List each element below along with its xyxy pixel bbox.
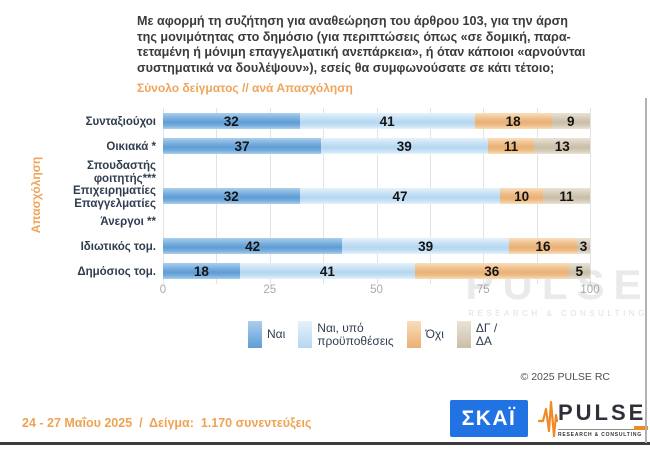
legend-item: Όχι xyxy=(406,321,444,348)
stacked-bar: 42 39 16 3 xyxy=(163,238,590,254)
legend-label: Ναι xyxy=(267,327,286,341)
survey-info: 24 - 27 Μαΐου 2025 / Δείγμα: 1.170 συνεν… xyxy=(22,416,312,430)
bar-value: 18 xyxy=(193,263,209,279)
bar-segment: 32 xyxy=(163,188,300,204)
pulse-waveform-icon xyxy=(538,400,558,438)
bar-value: 39 xyxy=(418,238,434,254)
legend-swatch xyxy=(248,321,262,348)
bar-segment: 16 xyxy=(508,238,578,254)
x-axis: 0 25 50 75 100 xyxy=(159,284,600,298)
bar-segment: 42 xyxy=(163,238,343,254)
legend-item: Ναι xyxy=(248,321,285,348)
bar-segment: 9 xyxy=(551,113,590,129)
pulse-logo-accent xyxy=(634,426,648,430)
bar-value: 5 xyxy=(575,263,584,279)
bar-segment: 5 xyxy=(568,263,590,279)
legend-label: Ναι, υπό προϋποθέσεις xyxy=(317,320,394,348)
x-tick-label: 100 xyxy=(580,284,600,296)
bar-segment: 37 xyxy=(163,138,321,154)
bar-segment: 10 xyxy=(500,188,543,204)
bar-segment: 18 xyxy=(474,113,552,129)
bar-row: Άνεργοι ** xyxy=(100,210,590,235)
bar-value: 32 xyxy=(223,113,239,129)
legend-swatch xyxy=(298,321,313,348)
chart-area: PULSE RESEARCH & CONSULTING Συνταξιούχοι… xyxy=(73,108,644,318)
bar-value: 11 xyxy=(559,188,574,204)
pulse-logo-rule xyxy=(558,426,648,430)
stacked-bar: 32 47 10 11 xyxy=(163,188,590,204)
stacked-bar: 32 41 18 9 xyxy=(163,113,590,129)
bar-row: Σπουδαστής φοιτητής*** xyxy=(87,160,590,185)
stacked-bar: 18 41 36 5 xyxy=(163,263,590,279)
bar-value: 47 xyxy=(392,188,408,204)
category-label: Οικιακά * xyxy=(106,141,156,154)
legend-swatch xyxy=(456,321,471,348)
bar-value: 41 xyxy=(379,113,395,129)
bar-segment: 32 xyxy=(163,113,300,129)
bar-value: 13 xyxy=(554,138,570,154)
bar-segment: 39 xyxy=(342,238,509,254)
bar-row: Οικιακά * 37 39 11 13 xyxy=(106,135,590,160)
legend-item: Ναι, υπό προϋποθέσεις xyxy=(298,320,394,348)
legend-swatch xyxy=(406,321,421,348)
stacked-bar xyxy=(163,163,590,179)
category-label: Δημόσιος τομ. xyxy=(77,266,156,279)
x-tick-label: 50 xyxy=(370,284,383,296)
watermark-sub-text: RESEARCH & CONSULTING xyxy=(468,309,648,318)
bar-segment: 13 xyxy=(534,138,590,154)
bar-segment: 41 xyxy=(299,113,475,129)
chart-subtitle: Σύνολο δείγματος // ανά Απασχόληση xyxy=(137,81,353,95)
bar-segment: 3 xyxy=(577,238,590,254)
bar-row: Συνταξιούχοι 32 41 18 9 xyxy=(86,110,590,135)
legend: Ναι Ναι, υπό προϋποθέσεις Όχι ΔΓ / ΔΑ xyxy=(248,321,497,348)
bottom-divider xyxy=(0,442,650,445)
skai-logo-text: ΣΚΑΪ xyxy=(461,406,517,430)
bar-value: 37 xyxy=(234,138,250,154)
bar-value: 11 xyxy=(503,138,519,154)
gridline xyxy=(590,108,591,284)
bar-value: 42 xyxy=(245,238,261,254)
x-tick-label: 75 xyxy=(476,284,490,296)
bar-segment: 36 xyxy=(414,263,569,279)
bar-row: Επιχειρηματίες Επαγγελματίες 32 47 10 11 xyxy=(73,185,590,210)
bar-segment: 47 xyxy=(299,188,501,204)
stacked-bar xyxy=(163,213,590,229)
legend-label: Όχι xyxy=(425,327,444,341)
stacked-bar: 37 39 11 13 xyxy=(163,138,590,154)
pulse-logo-text: PULSE xyxy=(558,400,647,425)
right-border xyxy=(645,98,647,443)
legend-item: ΔΓ / ΔΑ xyxy=(456,320,498,348)
pulse-logo: PULSE RESEARCH & CONSULTING xyxy=(538,399,648,440)
legend-label: ΔΓ / ΔΑ xyxy=(475,320,498,348)
category-label: Συνταξιούχοι xyxy=(85,116,156,129)
bar-value: 9 xyxy=(567,113,575,129)
x-tick-label: 25 xyxy=(263,284,277,296)
category-label: Ιδιωτικός τομ. xyxy=(80,241,156,254)
bar-value: 32 xyxy=(223,188,239,204)
copyright: © 2025 PULSE RC xyxy=(520,371,610,383)
bar-row: Ιδιωτικός τομ. 42 39 16 3 xyxy=(81,235,590,260)
bar-value: 3 xyxy=(579,238,588,254)
bar-row: Δημόσιος τομ. 18 41 36 5 xyxy=(77,260,590,285)
bar-value: 16 xyxy=(535,238,551,254)
x-tick-label: 0 xyxy=(159,284,167,296)
chart-title: Με αφορμή τη συζήτηση για αναθεώρηση του… xyxy=(137,14,586,75)
bar-segment: 11 xyxy=(487,138,535,154)
bar-segment: 18 xyxy=(163,263,240,279)
bar-segment: 39 xyxy=(320,138,488,154)
category-label: Άνεργοι ** xyxy=(100,216,156,229)
bar-value: 39 xyxy=(396,138,412,154)
bar-value: 41 xyxy=(319,263,335,279)
bar-value: 10 xyxy=(514,188,530,204)
category-label: Επιχειρηματίες Επαγγελματίες xyxy=(73,185,156,210)
bar-value: 36 xyxy=(484,263,500,279)
category-label: Σπουδαστής φοιτητής*** xyxy=(87,160,156,185)
skai-logo: ΣΚΑΪ xyxy=(450,400,528,437)
pulse-logo-subtext: RESEARCH & CONSULTING xyxy=(558,432,642,438)
bar-value: 18 xyxy=(505,113,521,129)
bar-segment: 41 xyxy=(239,263,415,279)
bar-segment: 11 xyxy=(543,188,590,204)
